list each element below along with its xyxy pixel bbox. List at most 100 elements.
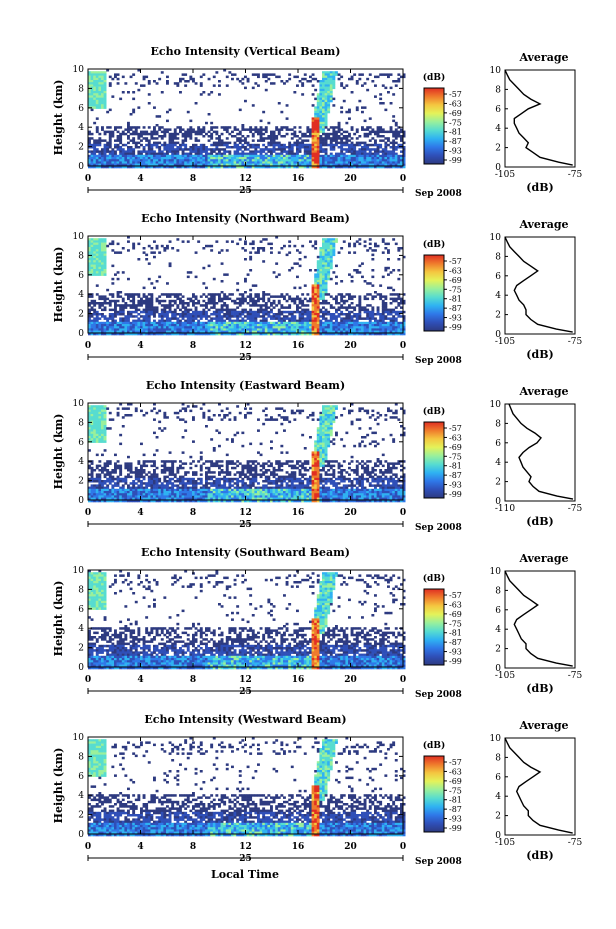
y-tick-label: 8 xyxy=(78,585,84,595)
x-tick-label: 0 xyxy=(85,842,91,852)
colorbar-unit: (dB) xyxy=(423,573,445,584)
y-axis-label: Height (km) xyxy=(52,581,65,657)
profile-y-tick-label: 6 xyxy=(495,105,501,115)
panel-title: Echo Intensity (Vertical Beam) xyxy=(150,45,340,58)
profile-title: Average xyxy=(518,218,568,231)
y-axis-label: Height (km) xyxy=(52,80,65,156)
x-tick-label: 20 xyxy=(344,341,357,351)
panel-title: Echo Intensity (Southward Beam) xyxy=(141,546,350,559)
colorbar-tick-label: -93 xyxy=(449,481,462,490)
colorbar-tick-label: -57 xyxy=(449,257,462,266)
profile-y-tick-label: 8 xyxy=(495,419,501,429)
colorbar-tick-label: -63 xyxy=(449,433,462,442)
x-tick-label: 4 xyxy=(137,174,143,184)
y-tick-label: 10 xyxy=(73,566,85,576)
x-tick-label: 8 xyxy=(190,675,196,685)
y-tick-label: 2 xyxy=(78,644,84,654)
heatmap-cells xyxy=(88,737,406,837)
y-tick-label: 2 xyxy=(78,477,84,487)
x-tick-label: 12 xyxy=(239,174,252,184)
x-tick-label: 16 xyxy=(292,508,305,518)
panel-2: Echo Intensity (Northward Beam) 0 2 4 6 8 10 He… xyxy=(52,212,583,366)
profile-x-label: (dB) xyxy=(526,849,553,862)
colorbar-tick-label: -69 xyxy=(449,276,462,285)
colorbar-tick-label: -99 xyxy=(449,490,462,499)
x-tick-label: 0 xyxy=(400,174,406,184)
x-tick-label: 0 xyxy=(85,675,91,685)
profile-y-tick-label: 0 xyxy=(495,330,501,340)
profile-x-tick-label: -105 xyxy=(495,170,515,180)
colorbar-tick-label: -57 xyxy=(449,424,462,433)
y-axis-label: Height (km) xyxy=(52,247,65,323)
colorbar-tick-label: -69 xyxy=(449,777,462,786)
day-label: 25 xyxy=(239,854,252,864)
date-label: Sep 2008 xyxy=(415,857,462,867)
y-tick-label: 4 xyxy=(78,123,84,133)
colorbar-tick-label: -57 xyxy=(449,591,462,600)
y-tick-label: 6 xyxy=(78,438,84,448)
y-tick-label: 0 xyxy=(78,496,84,506)
y-tick-label: 6 xyxy=(78,772,84,782)
x-tick-label: 8 xyxy=(190,508,196,518)
y-tick-label: 0 xyxy=(78,830,84,840)
day-label: 25 xyxy=(239,186,252,196)
y-tick-label: 6 xyxy=(78,271,84,281)
y-tick-label: 4 xyxy=(78,290,84,300)
x-tick-label: 12 xyxy=(239,675,252,685)
profile-x-tick-label: -75 xyxy=(568,170,583,180)
x-tick-label: 12 xyxy=(239,508,252,518)
y-tick-label: 10 xyxy=(73,733,85,743)
profile-line xyxy=(504,236,573,333)
profile-x-tick-label: -75 xyxy=(568,671,583,681)
colorbar-tick-label: -81 xyxy=(449,462,462,471)
x-tick-label: 0 xyxy=(400,508,406,518)
profile-y-tick-label: 2 xyxy=(495,478,501,488)
profile-frame xyxy=(504,69,576,168)
colorbar-tick-label: -75 xyxy=(449,619,462,628)
colorbar xyxy=(423,87,445,165)
profile-y-tick-label: 2 xyxy=(495,144,501,154)
profile-x-tick-label: -75 xyxy=(568,337,583,347)
panel-title: Echo Intensity (Westward Beam) xyxy=(144,713,346,726)
panel-3: Echo Intensity (Eastward Beam) 0 2 4 6 8 10 Hei… xyxy=(52,379,583,533)
profile-x-tick-label: -75 xyxy=(568,504,583,514)
day-label: 25 xyxy=(239,687,252,697)
profile-y-tick-label: 6 xyxy=(495,439,501,449)
profile-y-tick-label: 4 xyxy=(495,625,501,635)
panel-5: Echo Intensity (Westward Beam) 0 2 4 6 8 10 Hei… xyxy=(52,713,583,867)
profile-title: Average xyxy=(518,385,568,398)
x-tick-label: 0 xyxy=(85,174,91,184)
x-tick-label: 0 xyxy=(400,341,406,351)
colorbar-tick-label: -81 xyxy=(449,295,462,304)
colorbar-unit: (dB) xyxy=(423,740,445,751)
date-label: Sep 2008 xyxy=(415,189,462,199)
date-label: Sep 2008 xyxy=(415,356,462,366)
profile-y-tick-label: 8 xyxy=(495,252,501,262)
x-axis-label: Local Time xyxy=(211,868,279,881)
y-tick-label: 6 xyxy=(78,104,84,114)
profile-y-tick-label: 8 xyxy=(495,753,501,763)
x-tick-label: 12 xyxy=(239,842,252,852)
x-tick-label: 16 xyxy=(292,341,305,351)
y-tick-label: 8 xyxy=(78,418,84,428)
profile-y-tick-label: 4 xyxy=(495,124,501,134)
colorbar-tick-label: -81 xyxy=(449,796,462,805)
y-axis-label: Height (km) xyxy=(52,748,65,824)
x-tick-label: 16 xyxy=(292,842,305,852)
profile-frame xyxy=(504,403,576,502)
x-tick-label: 8 xyxy=(190,842,196,852)
profile-x-tick-label: -105 xyxy=(495,838,515,848)
colorbar xyxy=(423,588,445,666)
colorbar-tick-label: -57 xyxy=(449,758,462,767)
x-tick-label: 0 xyxy=(400,842,406,852)
colorbar-tick-label: -93 xyxy=(449,314,462,323)
profile-y-tick-label: 4 xyxy=(495,291,501,301)
x-tick-label: 0 xyxy=(400,675,406,685)
colorbar-tick-label: -69 xyxy=(449,443,462,452)
colorbar-tick-label: -63 xyxy=(449,266,462,275)
profile-y-tick-label: 2 xyxy=(495,645,501,655)
colorbar-unit: (dB) xyxy=(423,239,445,250)
colorbar-tick-label: -93 xyxy=(449,147,462,156)
x-tick-label: 12 xyxy=(239,341,252,351)
